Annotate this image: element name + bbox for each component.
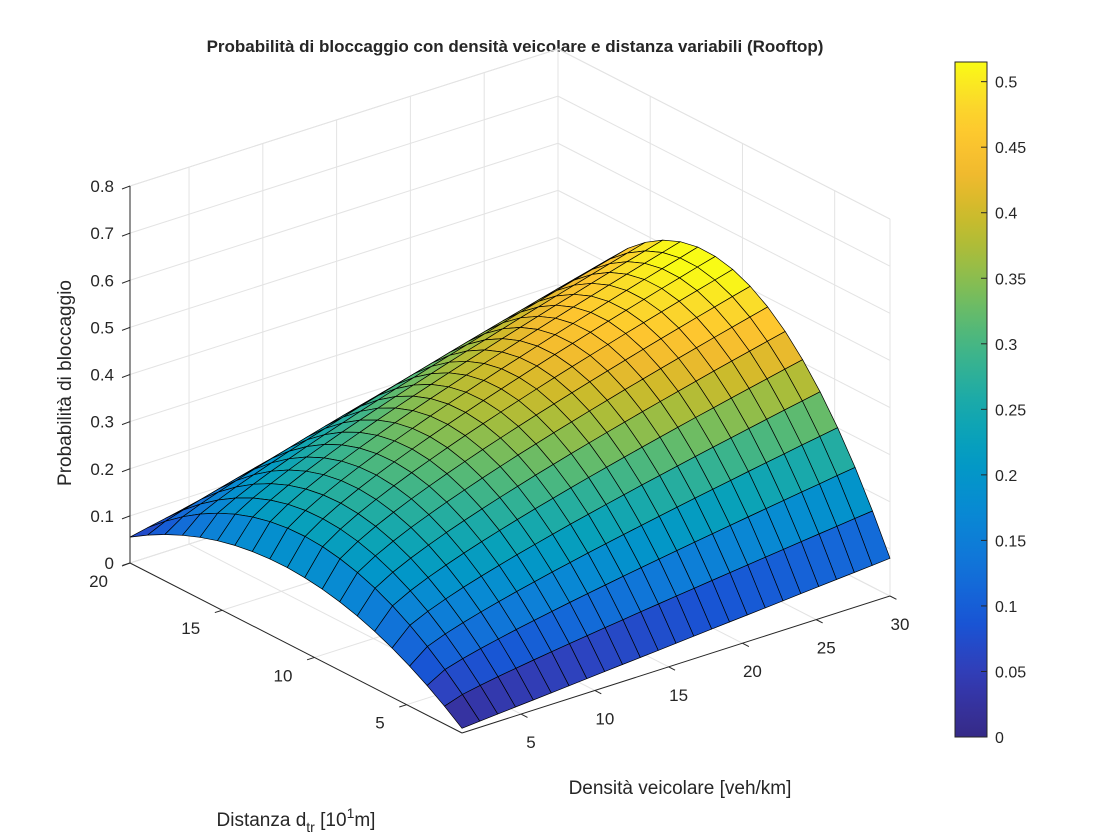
x-tick	[668, 666, 676, 671]
x-axis-label: Densità veicolare [veh/km]	[569, 778, 792, 799]
x-tick-label: 5	[526, 733, 535, 752]
z-tick-label: 0.5	[90, 318, 114, 337]
chart-title: Probabilità di bloccaggio con densità ve…	[207, 37, 824, 56]
z-tick	[121, 515, 131, 520]
x-tick-label: 10	[595, 709, 614, 728]
y-tick	[399, 704, 407, 708]
z-tick	[121, 326, 131, 331]
y-tick	[214, 609, 223, 614]
grid-line	[129, 95, 559, 234]
z-tick	[121, 562, 131, 567]
grid-line	[129, 237, 559, 375]
z-tick	[121, 468, 131, 473]
x-tick	[594, 690, 602, 695]
x-tick	[742, 642, 750, 647]
surface-patch	[444, 694, 481, 729]
colorbar-tick-label: 0.45	[995, 140, 1026, 157]
colorbar-tick-label: 0.25	[995, 402, 1026, 419]
grid-line	[557, 48, 891, 220]
grid-line	[129, 189, 559, 328]
y-tick-label: 10	[274, 666, 293, 685]
z-tick-label: 0.7	[90, 224, 114, 243]
y-tick-label: 5	[375, 714, 384, 733]
x-tick-label: 25	[817, 639, 836, 658]
z-tick	[121, 232, 131, 237]
z-tick-label: 0.6	[90, 271, 114, 290]
grid-line	[129, 284, 559, 423]
x-tick	[520, 713, 528, 718]
z-tick-label: 0	[105, 554, 114, 573]
y-tick-label: 15	[181, 619, 200, 638]
colorbar-tick-label: 0	[995, 730, 1004, 747]
colorbar-tick-label: 0.5	[995, 75, 1017, 92]
colorbar: 0 0.05 0.1 0.15 0.2 0.25 0.3 0.35 0.4 0.45 0.5	[954, 61, 1026, 747]
z-tick-label: 0.8	[90, 177, 114, 196]
grid-line	[557, 142, 891, 314]
x-tick-label: 15	[669, 686, 688, 705]
z-tick	[121, 421, 131, 426]
z-tick	[121, 279, 131, 284]
colorbar-tick-label: 0.4	[995, 206, 1017, 223]
grid-line	[129, 48, 559, 187]
colorbar-tick-label: 0.05	[995, 664, 1026, 681]
z-tick-label: 0.4	[90, 366, 114, 385]
colorbar-tick-label: 0.35	[995, 271, 1026, 288]
colorbar-tick-label: 0.3	[995, 337, 1017, 354]
grid-line	[129, 142, 559, 281]
colorbar-gradient	[954, 61, 988, 738]
colorbar-tick-label: 0.2	[995, 468, 1017, 485]
x-tick	[889, 595, 897, 600]
axis-ticks: 51015202530510152000.10.20.30.40.50.60.7…	[89, 177, 909, 752]
y-axis-label: Distanza dtr [101m]	[217, 805, 376, 835]
axis-line	[461, 595, 891, 734]
colorbar-tick-label: 0.15	[995, 533, 1026, 550]
z-tick	[121, 185, 131, 190]
x-tick-label: 20	[743, 662, 762, 681]
x-tick	[815, 619, 823, 624]
surface-plot	[129, 239, 891, 729]
z-tick-label: 0.3	[90, 413, 114, 432]
z-tick	[121, 374, 131, 378]
z-tick-label: 0.1	[90, 507, 114, 526]
y-tick-label: 20	[89, 572, 108, 591]
colorbar-tick-label: 0.1	[995, 599, 1017, 616]
y-tick	[306, 656, 315, 661]
x-tick-label: 30	[891, 615, 910, 634]
z-tick-label: 0.2	[90, 460, 114, 479]
grid-line	[557, 95, 891, 267]
z-axis-label: Probabilità di bloccaggio	[55, 280, 76, 486]
